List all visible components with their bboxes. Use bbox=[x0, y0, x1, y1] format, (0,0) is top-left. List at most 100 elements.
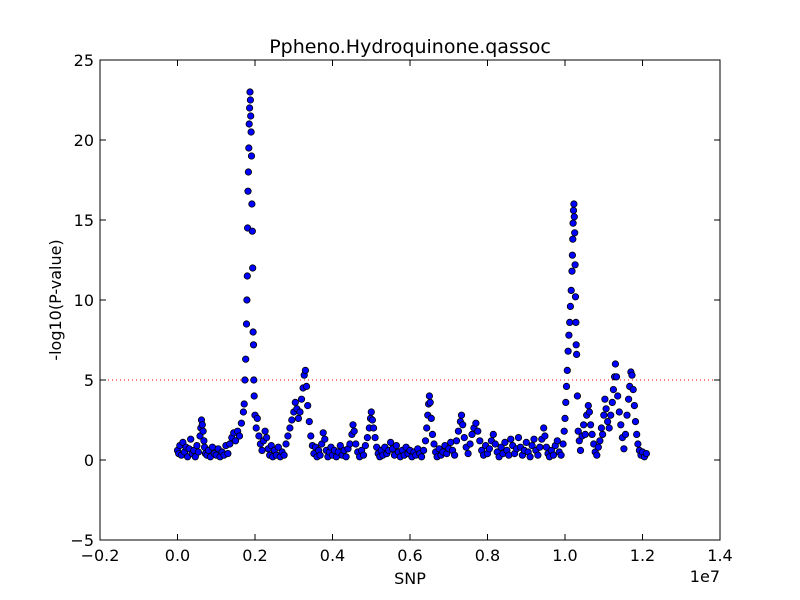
data-point bbox=[569, 219, 577, 227]
data-point bbox=[497, 443, 505, 451]
data-point bbox=[466, 440, 474, 448]
data-point bbox=[597, 424, 606, 432]
data-point bbox=[571, 293, 580, 301]
x-axis-ticks: −0.2 0.0 0.2 0.4 0.6 0.8 1.0 1.2 1.4 bbox=[81, 60, 733, 565]
data-point bbox=[346, 440, 354, 448]
data-point bbox=[321, 435, 329, 443]
data-point bbox=[336, 441, 344, 450]
data-point bbox=[642, 449, 651, 458]
data-point bbox=[609, 385, 618, 394]
data-point bbox=[603, 417, 612, 426]
data-point bbox=[586, 421, 595, 429]
data-point bbox=[224, 449, 232, 458]
data-point bbox=[250, 376, 258, 384]
x-axis-label: SNP bbox=[394, 569, 426, 588]
data-point bbox=[423, 424, 431, 432]
data-point bbox=[352, 440, 360, 448]
data-point bbox=[607, 411, 615, 419]
data-point bbox=[572, 318, 580, 326]
data-point bbox=[568, 267, 576, 275]
data-point bbox=[302, 382, 311, 390]
data-point bbox=[200, 437, 208, 445]
y-tick-label: 20 bbox=[74, 131, 94, 150]
data-point bbox=[615, 408, 623, 416]
data-point bbox=[241, 376, 249, 384]
x-tick-label: 1.0 bbox=[552, 546, 577, 565]
data-point bbox=[585, 408, 594, 416]
data-point bbox=[284, 432, 292, 440]
plot-area bbox=[99, 59, 721, 541]
data-point bbox=[617, 421, 625, 429]
data-point bbox=[559, 440, 567, 448]
data-point bbox=[274, 443, 282, 451]
data-point bbox=[305, 417, 313, 426]
data-point bbox=[464, 449, 472, 458]
y-tick-label: 0 bbox=[84, 451, 94, 470]
data-point bbox=[562, 398, 570, 406]
data-point bbox=[208, 443, 216, 451]
data-point bbox=[620, 445, 628, 453]
data-point bbox=[363, 433, 371, 442]
data-point bbox=[250, 392, 258, 400]
data-point bbox=[621, 430, 630, 438]
data-point bbox=[226, 440, 234, 448]
data-point bbox=[611, 360, 620, 368]
data-point bbox=[187, 435, 195, 443]
data-point bbox=[528, 441, 536, 450]
data-point bbox=[630, 401, 639, 410]
data-point bbox=[594, 443, 602, 451]
data-point bbox=[237, 419, 245, 427]
data-point bbox=[316, 451, 324, 459]
data-point bbox=[514, 433, 523, 442]
data-point bbox=[392, 441, 400, 450]
data-point bbox=[605, 424, 613, 432]
data-point bbox=[570, 200, 578, 208]
data-point bbox=[588, 430, 596, 438]
data-point bbox=[530, 435, 538, 443]
data-point bbox=[245, 144, 253, 152]
data-point bbox=[342, 453, 350, 461]
data-point bbox=[367, 408, 375, 416]
data-point bbox=[489, 430, 497, 438]
x-tick-label: −0.2 bbox=[81, 546, 120, 565]
data-point bbox=[291, 398, 299, 406]
data-point bbox=[476, 437, 484, 445]
chart-title: Ppheno.Hydroquinone.qassoc bbox=[269, 36, 551, 58]
data-point bbox=[307, 432, 315, 440]
data-point bbox=[369, 424, 378, 432]
y-tick-label: −5 bbox=[70, 531, 94, 550]
x-tick-label: 0.4 bbox=[320, 546, 345, 565]
data-point bbox=[560, 427, 568, 435]
data-point bbox=[246, 104, 254, 112]
data-point bbox=[565, 331, 573, 339]
data-point bbox=[561, 414, 569, 422]
data-point bbox=[262, 433, 271, 442]
data-point bbox=[421, 437, 430, 445]
data-point bbox=[593, 451, 601, 459]
data-point bbox=[194, 448, 202, 456]
data-point bbox=[350, 427, 358, 435]
data-point bbox=[252, 424, 260, 432]
data-point bbox=[288, 416, 296, 424]
data-point bbox=[614, 392, 622, 400]
x-tick-label: 0.2 bbox=[242, 546, 267, 565]
data-point bbox=[425, 392, 433, 400]
data-point bbox=[246, 88, 254, 96]
data-point bbox=[457, 411, 466, 419]
data-point bbox=[426, 398, 434, 406]
data-point bbox=[235, 432, 244, 440]
data-point bbox=[623, 411, 631, 419]
data-point bbox=[596, 437, 604, 445]
x-axis-offset-label: 1e7 bbox=[690, 567, 720, 586]
data-point bbox=[540, 424, 548, 432]
data-point bbox=[501, 438, 509, 446]
data-point bbox=[247, 112, 255, 120]
data-point bbox=[417, 453, 426, 461]
data-point bbox=[612, 373, 621, 381]
data-point bbox=[572, 341, 580, 349]
data-point bbox=[371, 433, 379, 442]
data-point bbox=[359, 451, 368, 459]
data-point bbox=[570, 213, 578, 221]
data-point bbox=[427, 414, 435, 422]
